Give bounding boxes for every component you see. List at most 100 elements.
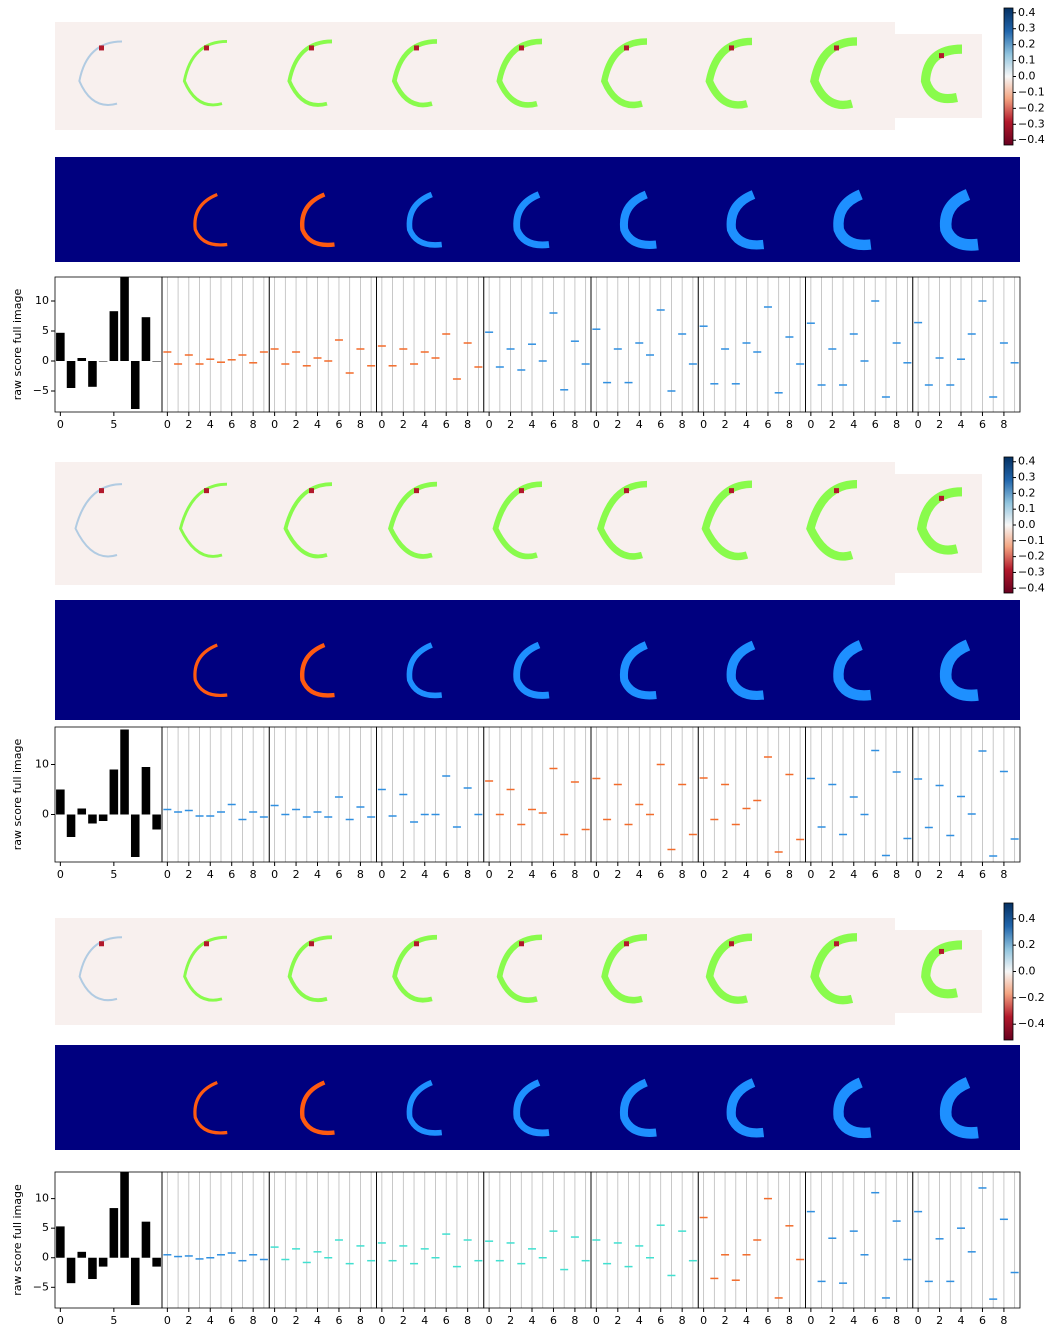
- bar: [98, 1257, 108, 1267]
- heatmap-tile: [475, 22, 580, 130]
- x-tick-label: 5: [110, 418, 117, 431]
- heatmap-digit: [78, 936, 123, 1002]
- x-tick-label: 6: [228, 418, 235, 431]
- bar: [77, 1251, 87, 1258]
- x-tick-label: 2: [400, 418, 407, 431]
- segment: [726, 1078, 765, 1138]
- heatmap-tile: [265, 918, 370, 1025]
- x-tick-label: 2: [185, 418, 192, 431]
- x-tick-label: 2: [829, 868, 836, 881]
- x-tick-label: 4: [743, 418, 750, 431]
- heatmap-hotspot: [204, 45, 209, 51]
- bar: [152, 1257, 161, 1267]
- y-axis-label: raw score full image: [11, 1184, 24, 1296]
- segment: [939, 639, 979, 702]
- x-tick-label: 0: [915, 418, 922, 431]
- colorbar-tick-label: 0.0: [1018, 518, 1036, 531]
- segment: [299, 642, 335, 698]
- x-tick-label: 2: [614, 1314, 621, 1327]
- segment: [406, 1079, 443, 1136]
- colorbar: [1003, 456, 1014, 594]
- segment: [299, 1080, 335, 1136]
- x-tick-label: 6: [550, 418, 557, 431]
- heatmap-hotspot: [99, 488, 104, 494]
- segment: [406, 191, 443, 248]
- heatmap-tile: [475, 462, 580, 585]
- bar: [66, 1257, 76, 1284]
- x-tick-label: 2: [614, 418, 621, 431]
- y-tick-label: 10: [35, 1192, 49, 1205]
- y-tick-label: 0: [42, 808, 49, 821]
- x-tick-label: 8: [893, 1314, 900, 1327]
- colorbar-tick-label: −0.2: [1018, 101, 1045, 114]
- bar: [120, 277, 129, 361]
- colorbar-tick-label: −0.2: [1018, 991, 1045, 1004]
- x-tick-label: 6: [657, 1314, 664, 1327]
- x-tick-label: 8: [1000, 1314, 1007, 1327]
- x-tick-label: 4: [529, 418, 536, 431]
- x-tick-label: 0: [807, 868, 814, 881]
- segment: [299, 192, 335, 248]
- heatmap-hotspot: [939, 948, 944, 954]
- segment: [833, 1077, 872, 1139]
- y-axis-label: raw score full image: [11, 289, 24, 401]
- x-tick-label: 0: [593, 868, 600, 881]
- heatmap-tile: [685, 22, 790, 130]
- x-tick-label: 0: [700, 1314, 707, 1327]
- y-tick-label: 10: [35, 294, 49, 307]
- bar: [77, 808, 87, 815]
- x-tick-label: 8: [250, 868, 257, 881]
- heatmap-digit: [916, 487, 963, 555]
- heatmap-digit: [78, 40, 123, 106]
- segment: [193, 1081, 228, 1135]
- segment: [833, 640, 872, 701]
- colorbar: [1003, 7, 1014, 146]
- x-tick-label: 2: [614, 868, 621, 881]
- x-tick-label: 6: [764, 1314, 771, 1327]
- x-tick-label: 2: [829, 1314, 836, 1327]
- segment: [619, 1078, 657, 1137]
- heatmap-hotspot: [414, 488, 419, 494]
- x-tick-label: 0: [807, 418, 814, 431]
- bar: [130, 361, 140, 409]
- y-tick-label: 5: [42, 1221, 49, 1234]
- colorbar-tick-label: −0.4: [1018, 1017, 1045, 1030]
- bar: [130, 814, 140, 857]
- heatmap-digit: [597, 480, 648, 560]
- heatmap-digit: [810, 933, 858, 1005]
- heatmap-tile: [790, 462, 895, 585]
- x-tick-label: 0: [700, 418, 707, 431]
- x-tick-label: 6: [979, 868, 986, 881]
- colorbar-tick-label: 0.4: [1018, 455, 1036, 468]
- x-tick-label: 0: [486, 1314, 493, 1327]
- x-tick-label: 0: [593, 418, 600, 431]
- colorbar-tick-label: 0.2: [1018, 38, 1036, 51]
- heatmap-tile: [580, 462, 685, 585]
- heatmap-tile: [265, 462, 370, 585]
- segment: [406, 642, 443, 699]
- bar: [88, 361, 97, 387]
- heatmap-hotspot: [204, 941, 209, 947]
- x-tick-label: 6: [550, 1314, 557, 1327]
- x-tick-label: 4: [743, 1314, 750, 1327]
- heatmap-hotspot: [414, 941, 419, 947]
- heatmap-tile: [265, 22, 370, 130]
- heatmap-digit: [921, 940, 963, 999]
- x-tick-label: 2: [936, 868, 943, 881]
- x-tick-label: 4: [636, 418, 643, 431]
- heatmap-digit: [178, 482, 228, 558]
- x-tick-label: 8: [893, 868, 900, 881]
- y-axis-label: raw score full image: [11, 739, 24, 851]
- colorbar-tick-label: 0.4: [1018, 6, 1036, 19]
- x-tick-label: 2: [722, 868, 729, 881]
- x-tick-label: 6: [550, 868, 557, 881]
- heatmap-hotspot: [519, 941, 524, 947]
- segment: [619, 190, 657, 249]
- x-tick-label: 6: [443, 1314, 450, 1327]
- segment: [193, 193, 228, 247]
- heatmap-digit: [183, 935, 228, 1002]
- x-tick-label: 2: [293, 418, 300, 431]
- x-tick-label: 6: [335, 868, 342, 881]
- bar: [98, 361, 108, 362]
